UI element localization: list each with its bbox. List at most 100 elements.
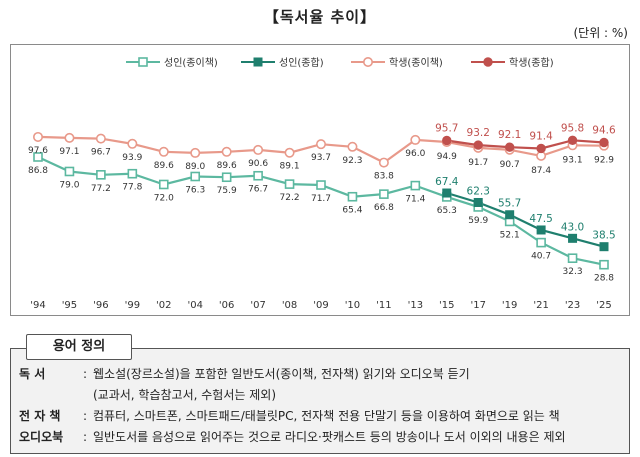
data-label-2-13: 94.9: [437, 152, 457, 162]
x-tick-label-8: '08: [282, 300, 297, 311]
x-tick-label-18: '25: [596, 300, 611, 311]
x-tick-label-10: '10: [345, 300, 360, 311]
chart-title: 【독서율 추이】: [263, 8, 377, 26]
data-label-2-12: 96.0: [405, 149, 425, 159]
data-point-1-18: [599, 242, 609, 252]
data-point-3-14: [473, 140, 483, 150]
data-point-3-17: [567, 135, 578, 145]
glossary-term: 독 서: [19, 367, 46, 381]
data-label-2-2: 96.7: [91, 148, 111, 158]
x-tick-label-14: '17: [470, 300, 485, 311]
x-tick-label-13: '15: [439, 300, 454, 311]
data-point-1-17: [568, 233, 578, 243]
data-point-1-16: [536, 225, 546, 235]
data-label-1-17: 43.0: [561, 221, 584, 233]
glossary-row-reading-note: (교과서, 학습참고서, 수험서는 제외): [19, 386, 276, 403]
x-tick-label-4: '02: [156, 300, 171, 311]
data-point-0-7: [253, 170, 263, 181]
data-label-2-18: 92.9: [594, 156, 614, 166]
x-tick-label-7: '07: [250, 300, 265, 311]
data-label-2-14: 91.7: [468, 158, 488, 168]
data-point-2-0: [32, 131, 43, 142]
data-label-2-10: 92.3: [342, 156, 362, 166]
unit-label: (단위 : %): [573, 26, 628, 40]
data-label-0-12: 71.4: [405, 195, 425, 205]
data-point-0-0: [33, 152, 43, 162]
data-point-0-4: [158, 179, 169, 190]
data-label-0-17: 32.3: [563, 267, 583, 277]
data-label-0-0: 86.8: [28, 166, 48, 176]
glossary-row-reading: 독 서: 웹소설(장르소설)을 포함한 일반도서(종이책, 전자책) 읽기와 오디…: [19, 365, 470, 382]
data-point-0-17: [567, 253, 578, 264]
data-label-2-15: 90.7: [500, 160, 520, 170]
data-label-2-7: 90.6: [248, 159, 268, 169]
data-point-3-13: [442, 135, 452, 146]
data-point-2-2: [95, 133, 106, 144]
glossary-title: 용어 정의: [26, 334, 132, 360]
x-tick-label-9: '09: [313, 300, 328, 311]
data-label-2-6: 89.6: [217, 161, 237, 171]
series-line-3: [446, 139, 605, 150]
glossary-term: 전 자 책: [19, 409, 61, 423]
reading-rate-chart: 성인(종이책) 성인(종합) 학생(종이책) 학생(종합) 86.8 79.0 77.2 77…: [28, 57, 616, 311]
x-tick-label-6: '06: [219, 300, 234, 311]
series-line-1: [446, 191, 605, 248]
glossary-text: 일반도서를 음성으로 읽어주는 것으로 라디오·팟캐스트 등의 방송이나 도서 …: [93, 430, 566, 444]
data-point-1-14: [473, 197, 483, 207]
glossary-term: 오디오북: [19, 430, 64, 444]
x-tick-label-0: '94: [30, 300, 45, 311]
x-tick-label-11: '11: [376, 300, 391, 311]
data-label-2-0: 97.6: [28, 146, 48, 156]
data-label-3-18: 94.6: [592, 125, 616, 137]
data-label-2-1: 97.1: [59, 147, 79, 157]
x-tick-label-16: '21: [533, 300, 548, 311]
data-label-3-13: 95.7: [435, 122, 458, 134]
data-label-0-11: 66.8: [374, 203, 394, 213]
data-point-2-11: [378, 157, 389, 168]
glossary-text: 웹소설(장르소설)을 포함한 일반도서(종이책, 전자책) 읽기와 오디오북 듣…: [93, 367, 470, 381]
data-label-0-1: 79.0: [59, 180, 79, 190]
x-tick-label-12: '13: [408, 300, 423, 311]
data-point-3-16: [536, 143, 546, 154]
legend-marker-1: [253, 57, 263, 67]
data-label-1-16: 47.5: [529, 213, 552, 225]
data-label-0-3: 77.8: [122, 183, 142, 193]
data-point-2-12: [410, 134, 421, 145]
data-point-2-4: [158, 146, 169, 157]
data-label-2-11: 83.8: [374, 172, 394, 182]
glossary-text: 컴퓨터, 스마트폰, 스마트패드/태블릿PC, 전자책 전용 단말기 등을 이용…: [93, 409, 560, 423]
data-point-1-15: [505, 210, 515, 220]
x-tick-label-15: '19: [502, 300, 517, 311]
data-point-0-1: [64, 166, 75, 177]
data-label-2-3: 93.9: [122, 153, 142, 163]
data-label-1-13: 67.4: [435, 176, 459, 188]
data-point-2-8: [284, 147, 295, 158]
glossary-sep: :: [83, 430, 88, 444]
data-point-2-3: [127, 138, 138, 149]
glossary-row-ebook: 전 자 책: 컴퓨터, 스마트폰, 스마트패드/태블릿PC, 전자책 전용 단말기…: [19, 407, 560, 424]
data-point-2-10: [347, 141, 358, 152]
data-point-0-9: [316, 180, 326, 190]
glossary-row-audiobook: 오디오북: 일반도서를 음성으로 읽어주는 것으로 라디오·팟캐스트 등의 방송이…: [19, 428, 566, 445]
data-point-2-1: [64, 132, 75, 143]
data-label-0-6: 75.9: [217, 186, 237, 196]
x-tick-label-1: '95: [62, 300, 77, 311]
data-label-2-8: 89.1: [280, 162, 300, 172]
legend-label-1: 성인(종합): [279, 57, 324, 69]
legend-marker-0: [138, 57, 148, 67]
data-label-2-9: 93.7: [311, 153, 331, 163]
data-point-0-10: [347, 191, 358, 202]
data-label-0-9: 71.7: [311, 194, 331, 204]
data-label-3-14: 93.2: [467, 127, 490, 139]
data-label-0-14: 59.9: [468, 216, 488, 226]
data-label-0-2: 77.2: [91, 184, 111, 194]
glossary-sep: :: [83, 367, 88, 381]
legend-label-3: 학생(종합): [509, 57, 554, 69]
data-label-2-16: 87.4: [531, 166, 551, 176]
chart-frame: 성인(종이책) 성인(종합) 학생(종이책) 학생(종합) 86.8 79.0 77.2 77…: [10, 44, 630, 316]
legend-marker-3: [483, 57, 493, 67]
x-tick-label-3: '99: [125, 300, 140, 311]
data-label-3-16: 91.4: [529, 130, 553, 142]
glossary-text: (교과서, 학습참고서, 수험서는 제외): [93, 388, 276, 402]
data-label-0-7: 76.7: [248, 185, 268, 195]
